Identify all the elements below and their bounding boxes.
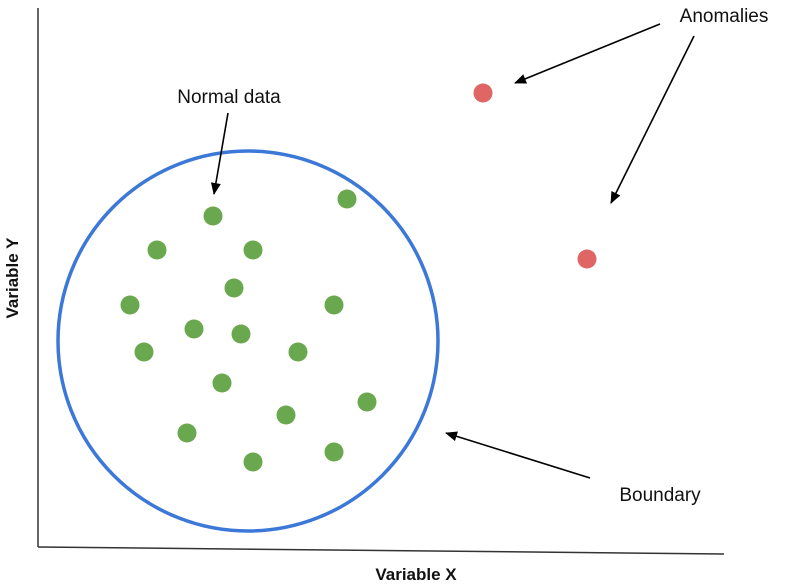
boundary-label: Boundary [619, 485, 701, 506]
normal-data-label: Normal data [177, 87, 281, 108]
normal-point [134, 342, 154, 362]
normal-point [224, 278, 244, 298]
normal-points [120, 189, 377, 472]
normal-point [212, 373, 232, 393]
anomaly-point [577, 249, 597, 269]
normal-point [324, 442, 344, 462]
x-axis [37, 546, 725, 555]
x-axis-title: Variable X [375, 565, 457, 584]
normal-point [324, 295, 344, 315]
boundary-arrow [445, 431, 591, 479]
normal-point [243, 452, 263, 472]
normal-point [147, 240, 167, 260]
anomaly-arrow-lower [610, 35, 695, 204]
normal-point [231, 324, 251, 344]
anomaly-points [473, 83, 597, 269]
normal-point [276, 405, 296, 425]
anomalies-label: Anomalies [680, 6, 769, 27]
normal-point [337, 189, 357, 209]
normal-point [184, 319, 204, 339]
normal-point [243, 240, 263, 260]
normal-point [177, 423, 197, 443]
normal-data-arrow [210, 112, 229, 195]
normal-point [203, 206, 223, 226]
y-axis-title: Variable Y [3, 237, 22, 319]
boundary-circle [56, 149, 440, 533]
normal-point [288, 342, 308, 362]
normal-point [357, 392, 377, 412]
anomaly-point [473, 83, 493, 103]
anomaly-arrow-upper [514, 23, 661, 84]
normal-point [120, 295, 140, 315]
